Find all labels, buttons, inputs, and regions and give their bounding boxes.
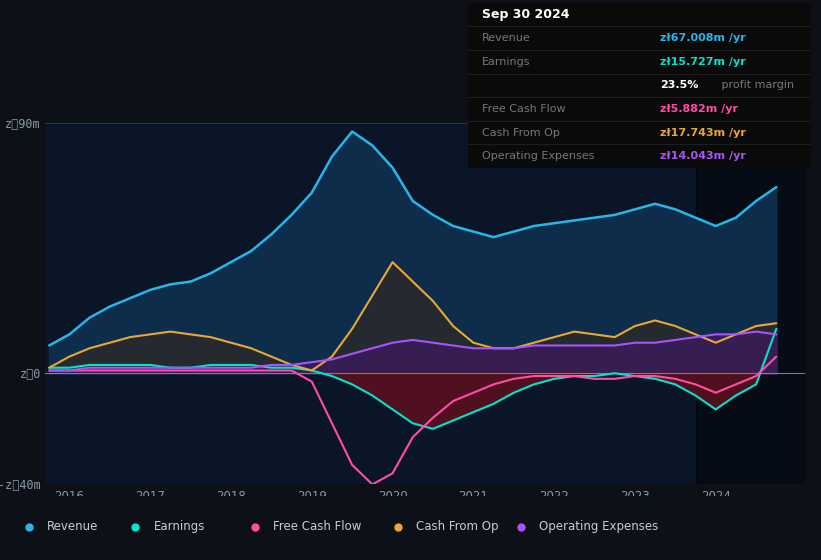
Text: zł17.743m /yr: zł17.743m /yr xyxy=(660,128,746,138)
Text: zł5.882m /yr: zł5.882m /yr xyxy=(660,104,738,114)
Text: Operating Expenses: Operating Expenses xyxy=(482,151,594,161)
Text: profit margin: profit margin xyxy=(718,81,795,90)
Text: Revenue: Revenue xyxy=(47,520,99,533)
Text: Cash From Op: Cash From Op xyxy=(482,128,560,138)
Text: Earnings: Earnings xyxy=(482,57,530,67)
Bar xyxy=(695,123,805,484)
Text: Cash From Op: Cash From Op xyxy=(416,520,498,533)
Text: zł67.008m /yr: zł67.008m /yr xyxy=(660,33,746,43)
Text: zł14.043m /yr: zł14.043m /yr xyxy=(660,151,746,161)
Text: Sep 30 2024: Sep 30 2024 xyxy=(482,8,569,21)
Text: zł15.727m /yr: zł15.727m /yr xyxy=(660,57,746,67)
Text: 23.5%: 23.5% xyxy=(660,81,699,90)
Text: Revenue: Revenue xyxy=(482,33,530,43)
Text: Earnings: Earnings xyxy=(154,520,205,533)
Text: Free Cash Flow: Free Cash Flow xyxy=(482,104,566,114)
Text: Operating Expenses: Operating Expenses xyxy=(539,520,658,533)
Text: Free Cash Flow: Free Cash Flow xyxy=(273,520,361,533)
